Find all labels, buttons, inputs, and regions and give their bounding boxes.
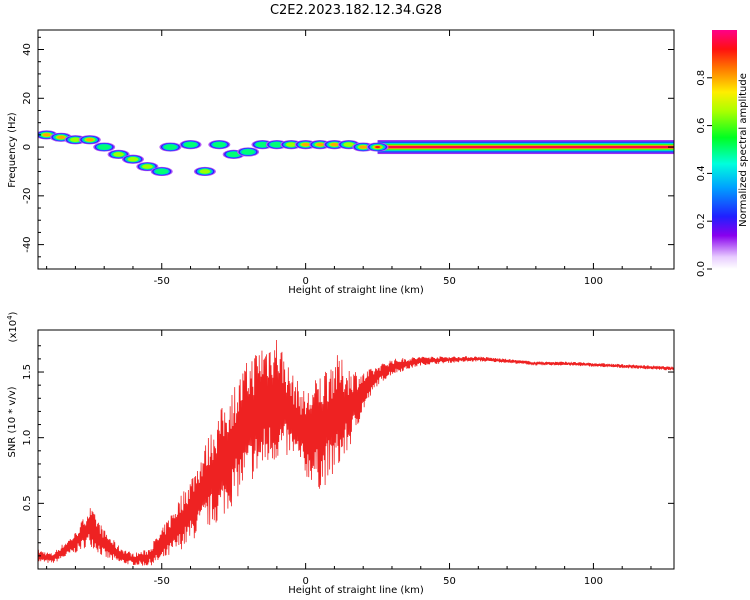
snr-ytick-label: 1.0: [22, 430, 33, 446]
snr-xlabel: Height of straight line (km): [288, 585, 424, 596]
colorbar-tick-label: 0.0: [696, 261, 707, 277]
spectrogram-ridge-mark: [255, 141, 270, 148]
spectrogram-ridge-mark: [241, 149, 255, 155]
spectrogram-ridge-mark: [113, 152, 124, 157]
snr-multiplier: (x104): [6, 311, 19, 342]
spectrogram-ridge-mark: [359, 145, 368, 149]
snr-xtick-label: 100: [584, 576, 603, 587]
snr-ticks: -50 0 50 100 0.5 1.0 1.5: [22, 330, 674, 587]
snr-xtick-label: 0: [302, 576, 308, 587]
snr-ytick-label: 0.5: [22, 495, 33, 511]
spectrogram-ytick-label: 40: [22, 43, 33, 56]
spectrogram-ridge-mark: [199, 169, 211, 174]
snr-xtick-label: 50: [443, 576, 456, 587]
spectrogram-xtick-label: 50: [443, 276, 456, 287]
spectrogram-frame: [37, 29, 675, 270]
colorbar: 0.0 0.2 0.4 0.6 0.8 Normalized spectral ampl…: [696, 30, 749, 277]
spectrogram-ridge-mark: [85, 138, 94, 142]
spectrogram-ridge-mark: [375, 146, 381, 149]
snr-xtick-label: -50: [154, 576, 170, 587]
spectrogram-xtick-label: -50: [154, 276, 170, 287]
spectrogram-ridge-mark: [316, 143, 324, 147]
spectrogram-xlabel: Height of straight line (km): [288, 285, 424, 296]
spectrogram-ytick-label: -20: [22, 188, 33, 204]
spectrogram-ridge-mark: [155, 168, 169, 175]
snr-panel: -50 0 50 100 0.5 1.0 1.5 Height of straight li…: [6, 311, 675, 596]
spectrogram-ridge-mark: [330, 143, 339, 147]
colorbar-tick-label: 0.2: [696, 213, 707, 229]
colorbar-gradient: [712, 30, 737, 269]
snr-ylabel: SNR (10 * v/v): [7, 386, 18, 457]
spectrogram-ridge-mark: [70, 137, 81, 142]
colorbar-label: Normalized spectral amplitude: [738, 73, 749, 227]
spectrogram-ridge-mark: [183, 141, 198, 148]
spectrogram-ridge-mark: [212, 141, 227, 148]
colorbar-tick-label: 0.6: [696, 118, 707, 134]
colorbar-tick-label: 0.4: [696, 165, 707, 181]
colorbar-ticks: 0.0 0.2 0.4 0.6 0.8: [696, 70, 712, 277]
spectrogram-ytick-label: 0: [22, 144, 33, 150]
snr-frame: [37, 329, 675, 570]
figure-title: C2E2.2023.182.12.34.G28: [270, 3, 442, 18]
spectrogram-ytick-label: -40: [22, 236, 33, 252]
snr-series-line: [38, 339, 674, 566]
spectrogram-ridge-mark: [270, 141, 284, 148]
spectrogram-marks: [38, 130, 674, 177]
spectrogram-ridge-mark: [57, 135, 65, 139]
snr-ytick-label: 1.5: [22, 364, 33, 380]
spectrogram-ridge-mark: [301, 143, 310, 147]
spectrogram-ridge-mark: [142, 164, 153, 169]
spectrogram-ridge-mark: [163, 144, 178, 150]
spectrogram-ridge-mark: [97, 144, 111, 150]
spectrogram-ticks: -50 0 50 100 -40 -20 0 20 40: [22, 30, 674, 287]
spectrogram-ridge-mark: [127, 157, 139, 162]
spectrogram-ylabel: Frequency (Hz): [7, 112, 18, 188]
spectrogram-ytick-label: 20: [22, 92, 33, 105]
spectrogram-panel: -50 0 50 100 -40 -20 0 20 40 Height of straight …: [7, 29, 675, 296]
spectrogram-xtick-label: 0: [302, 276, 308, 287]
spectrogram-xtick-label: 100: [584, 276, 603, 287]
spectrogram-ridge-mark: [42, 133, 51, 137]
spectrogram-ridge-mark: [343, 142, 355, 147]
colorbar-tick-label: 0.8: [696, 70, 707, 86]
spectrogram-band-layer: [377, 145, 674, 149]
spectrogram-ridge-mark: [285, 142, 297, 147]
spectrogram-ridge-mark: [226, 151, 241, 158]
